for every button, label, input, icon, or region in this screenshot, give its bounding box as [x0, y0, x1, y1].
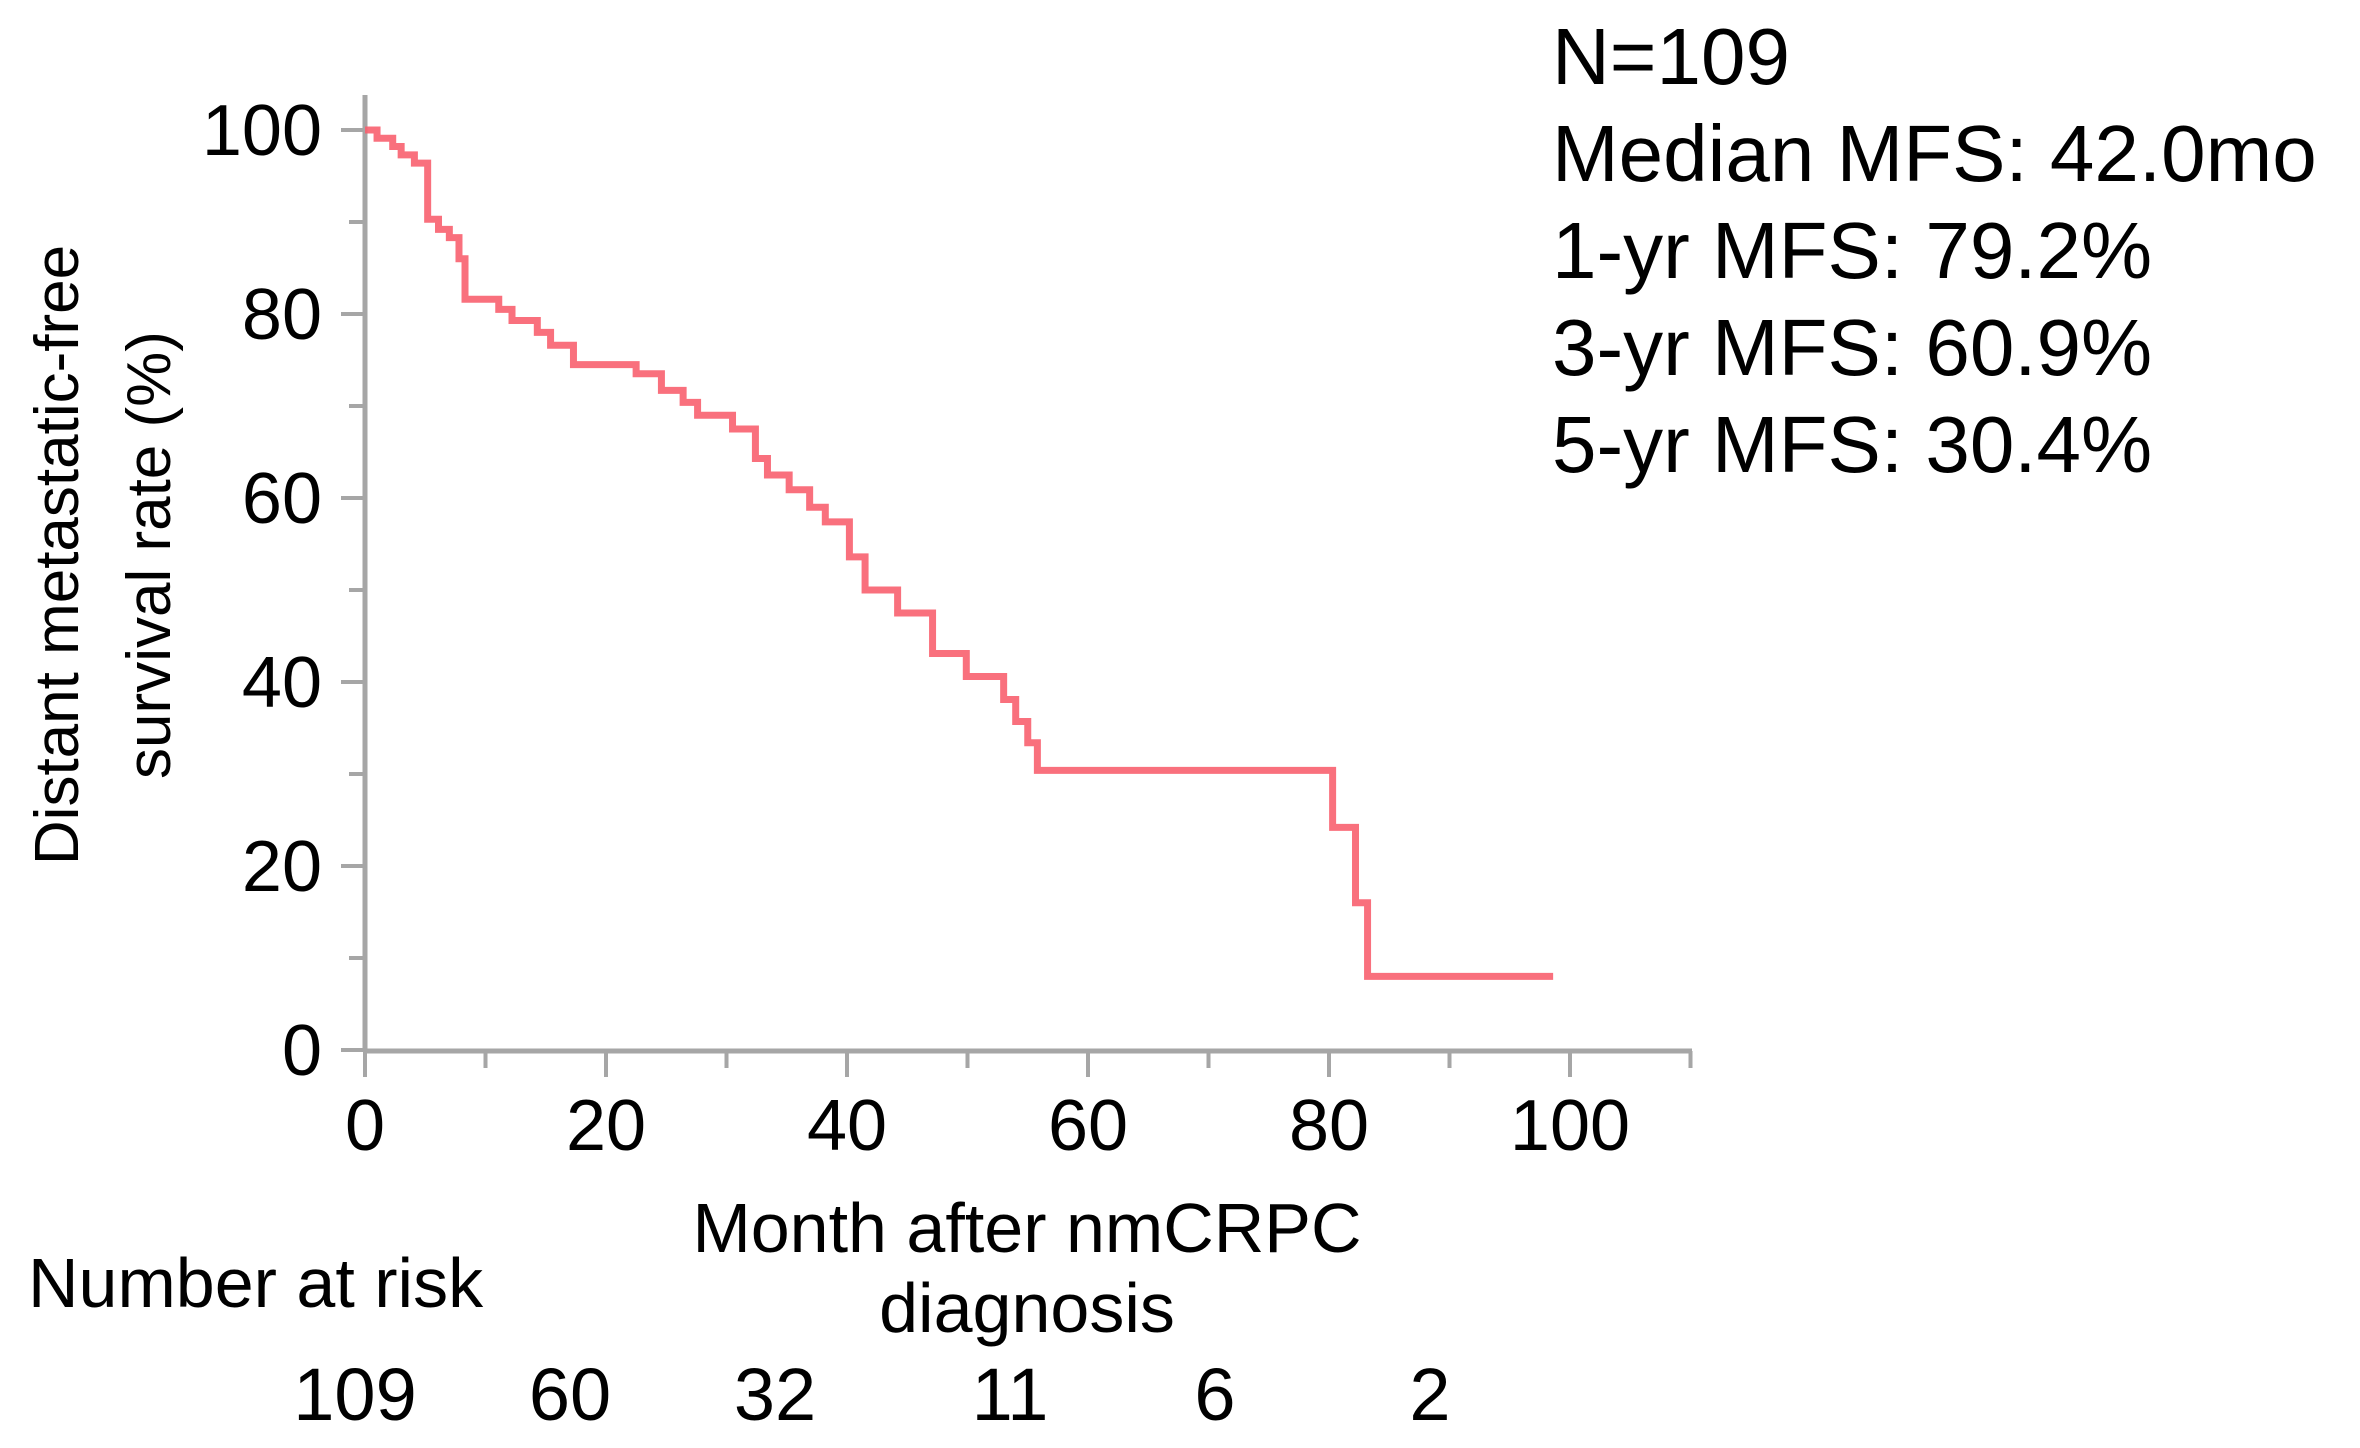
risk-count: 11 — [971, 1353, 1049, 1436]
y-tick-label: 60 — [242, 459, 322, 539]
y-axis-title-line2: survival rate (%) — [115, 331, 184, 779]
three-year-mfs-text: 3-yr MFS: 60.9% — [1552, 303, 2153, 392]
y-tick-label: 20 — [242, 827, 322, 907]
x-axis-title: Month after nmCRPC diagnosis — [692, 1189, 1362, 1347]
risk-count: 109 — [293, 1353, 417, 1436]
number-at-risk-label: Number at risk — [28, 1244, 484, 1322]
km-survival-curve — [365, 126, 1554, 980]
y-tick-label: 100 — [202, 91, 322, 171]
one-year-mfs-text: 1-yr MFS: 79.2% — [1552, 206, 2153, 295]
five-year-mfs-text: 5-yr MFS: 30.4% — [1552, 400, 2153, 489]
y-tick-label: 80 — [242, 275, 322, 355]
x-tick-label: 40 — [807, 1086, 887, 1166]
x-tick-label: 60 — [1048, 1086, 1128, 1166]
y-tick-label: 40 — [242, 643, 322, 723]
y-axis-title-line1: Distant metastatic-free — [23, 244, 92, 866]
sample-size-text: N=109 — [1552, 12, 1790, 101]
risk-count: 32 — [733, 1353, 817, 1436]
x-tick-label: 20 — [566, 1086, 646, 1166]
risk-count: 60 — [528, 1353, 612, 1436]
y-tick-label: 0 — [282, 1011, 322, 1091]
x-tick-label: 80 — [1289, 1086, 1369, 1166]
median-mfs-text: Median MFS: 42.0mo — [1552, 109, 2317, 198]
stats-annotation: N=109 Median MFS: 42.0mo 1-yr MFS: 79.2%… — [1552, 8, 2317, 493]
x-tick-label: 0 — [345, 1086, 385, 1166]
x-tick-label: 100 — [1510, 1086, 1630, 1166]
risk-count: 6 — [1194, 1353, 1236, 1436]
risk-count: 2 — [1409, 1353, 1451, 1436]
y-axis-title: Distant metastatic-free survival rate (%… — [12, 55, 212, 1055]
